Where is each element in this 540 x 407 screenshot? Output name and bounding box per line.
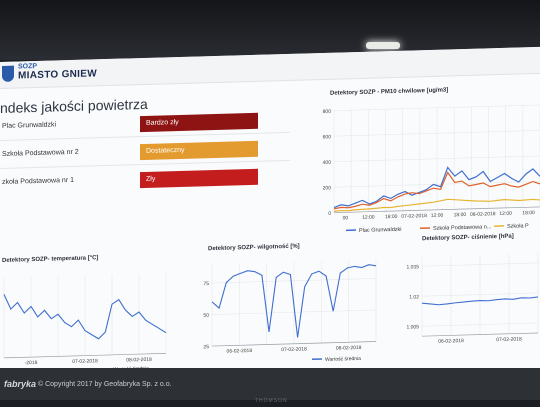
ceiling-lamp (366, 42, 400, 49)
y-tick-label: 1.005 (406, 324, 419, 330)
x-tick-label: 12:00 (499, 211, 512, 217)
dashboard-screen: SOZP MIASTO GNIEW ndeks jakości powietrz… (0, 46, 540, 392)
footer-bar: fabryka © Copyright 2017 by Geofabryka S… (0, 368, 540, 400)
brand-title: MIASTO GNIEW (18, 68, 97, 82)
y-tick-label: 1.035 (406, 264, 419, 270)
page-title: ndeks jakości powietrza (0, 95, 148, 116)
y-tick-label: 200 (323, 185, 332, 191)
y-tick-label: 50 (203, 313, 209, 319)
grid-line (334, 181, 540, 188)
grid-line (422, 262, 538, 267)
status-badge: Dostateczny (140, 140, 258, 161)
x-axis (334, 206, 540, 214)
x-axis (422, 332, 538, 337)
footer-logo: fabryka (4, 379, 37, 389)
x-tick-label: 12:00 (431, 213, 444, 219)
tv-brand: THOMSON (255, 398, 288, 404)
grid-line (334, 155, 540, 162)
pm10-chart-title: Detektory SOZP - PM10 chwilowe [ug/m3] (330, 87, 449, 97)
humidity-chart-title: Detektory SOZP- wilgotność [%] (208, 243, 300, 253)
x-tick-label: -2018 (25, 360, 38, 366)
x-tick-label: 07-02-2018 (72, 358, 98, 365)
humidity-chart: 25 50 75 06-02-2018 07-02-2018 08-02-2018 Wart… (203, 259, 377, 363)
pressure-chart-title: Detektory SOZP- ciśnienie [hPa] (422, 233, 514, 243)
legend-label: Wartość średnia (325, 356, 361, 363)
temperature-chart-title: Detektory SOZP- temperatura [°C] (2, 255, 99, 264)
series-line (333, 198, 540, 212)
y-tick-label: 600 (323, 134, 332, 140)
x-tick-label: 07-02-2018 (496, 336, 522, 343)
pressure-chart: 1.005 1.02 1.035 06-02-2018 07-02-2018 (406, 252, 539, 345)
city-crest-icon (2, 65, 14, 82)
grid-line (212, 309, 376, 315)
x-tick-label: 18:00 (454, 212, 467, 218)
series-line (333, 166, 540, 209)
x-tick-label: 00 (343, 215, 349, 221)
y-tick-label: 75 (203, 281, 209, 287)
series-line (211, 264, 377, 338)
legend-label: Plac Grunwaldzki (359, 227, 401, 234)
x-tick-label: 06-02-2018 (227, 348, 253, 355)
x-tick-label: 07-02-2018 (401, 213, 427, 220)
y-tick-label: 0 (328, 211, 331, 217)
location-label: zkoła Podstawowa nr 1 (2, 176, 74, 186)
grid-line (422, 292, 538, 297)
x-axis (4, 353, 166, 359)
legend-label: Szkoła Podstawowa n... (433, 224, 492, 232)
series-line (333, 171, 540, 210)
x-tick-label: 06-02-2018 (438, 338, 464, 345)
grid-line (212, 278, 376, 284)
grid-line (334, 130, 540, 137)
x-tick-label: 12:00 (362, 215, 375, 221)
air-quality-row: zkoła Podstawowa nr 1 Zły (0, 167, 260, 194)
x-tick-label: 18:00 (385, 214, 398, 220)
x-tick-label: 08-02-2018 (470, 211, 496, 218)
location-label: Szkoła Podstawowa nr 2 (2, 148, 79, 158)
x-tick-label: 07-02-2018 (281, 346, 307, 353)
status-badge: Bardzo zły (140, 112, 258, 133)
x-tick-label: 08-02-2018 (336, 345, 362, 352)
y-tick-label: 25 (203, 344, 209, 350)
location-label: Plac Grunwaldzki (2, 121, 57, 130)
x-tick-label: 08-02-2018 (126, 357, 152, 364)
series-line (421, 296, 539, 306)
grid-line (422, 322, 538, 327)
copyright-text: © Copyright 2017 by Geofabryka Sp. z o.o… (38, 381, 172, 388)
y-tick-label: 1.02 (409, 294, 419, 300)
y-tick-label: 800 (323, 109, 332, 115)
series-line (3, 294, 167, 340)
status-badge: Zły (140, 168, 258, 189)
y-tick-label: 400 (323, 160, 332, 166)
legend-label: Szkoła P (507, 223, 529, 230)
x-axis (212, 341, 376, 347)
x-tick-label: 18:00 (522, 210, 535, 216)
grid-line (334, 104, 540, 111)
